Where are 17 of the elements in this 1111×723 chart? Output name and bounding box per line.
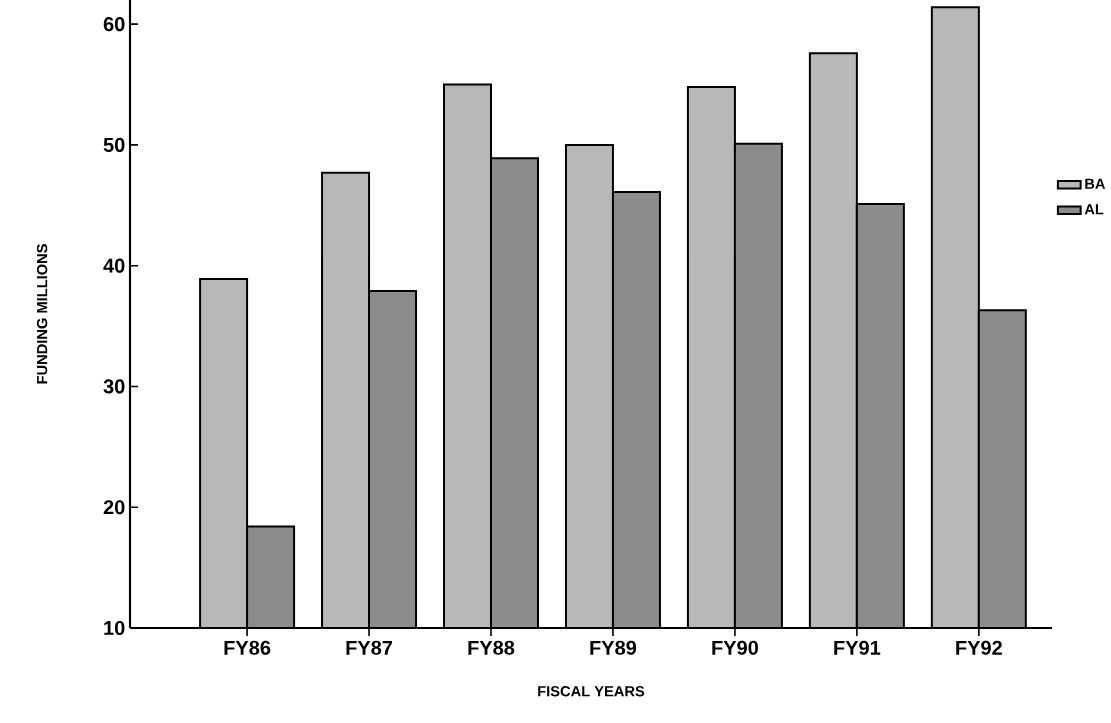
legend-label: BA [1085, 178, 1106, 189]
x-tick-label: FY87 [346, 640, 393, 655]
y-tick-label: 10 [104, 620, 125, 636]
x-tick-label: FY86 [224, 640, 271, 655]
legend-label: AL [1084, 204, 1104, 215]
x-tick-label: FY88 [468, 640, 515, 655]
y-tick-label: 50 [103, 137, 125, 152]
x-tick-label: FY91 [834, 640, 881, 655]
x-tick-label: FY92 [956, 640, 1002, 655]
y-tick-label: 30 [103, 379, 125, 394]
x-axis-title: FISCAL YEARS [538, 686, 645, 697]
y-tick-label: 40 [103, 258, 125, 273]
y-tick-label: 60 [103, 17, 125, 32]
x-tick-label: FY89 [590, 640, 637, 655]
x-tick-label: FY90 [712, 640, 758, 655]
y-axis-title: FUNDING MILLIONS [36, 244, 48, 384]
y-tick-label: 20 [103, 500, 125, 515]
